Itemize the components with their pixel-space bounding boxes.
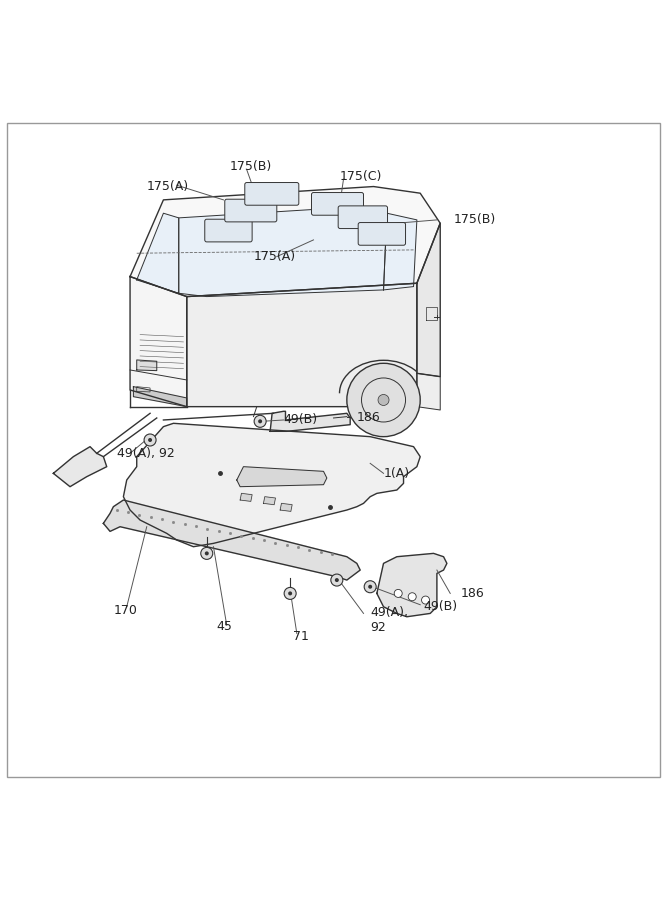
Text: 175(C): 175(C) [340, 170, 383, 183]
Text: 1(A): 1(A) [384, 467, 410, 480]
Text: 170: 170 [113, 604, 137, 617]
FancyBboxPatch shape [225, 199, 277, 222]
Text: 175(B): 175(B) [454, 213, 496, 227]
Circle shape [378, 394, 389, 406]
Circle shape [422, 596, 430, 604]
Circle shape [368, 585, 372, 589]
Polygon shape [263, 497, 275, 505]
FancyBboxPatch shape [205, 220, 252, 242]
Polygon shape [240, 493, 252, 501]
Polygon shape [417, 223, 440, 376]
Text: 49(A), 92: 49(A), 92 [117, 446, 175, 460]
Circle shape [335, 578, 339, 582]
Polygon shape [237, 467, 327, 487]
FancyBboxPatch shape [358, 222, 406, 245]
Polygon shape [280, 503, 292, 511]
Circle shape [201, 547, 213, 560]
Text: 175(B): 175(B) [230, 160, 272, 173]
FancyBboxPatch shape [245, 183, 299, 205]
Text: 186: 186 [357, 411, 381, 425]
Polygon shape [270, 411, 350, 431]
Polygon shape [187, 284, 417, 407]
Circle shape [205, 552, 209, 555]
Polygon shape [123, 423, 420, 546]
Text: 49(B): 49(B) [424, 600, 458, 613]
Text: 49(A),
92: 49(A), 92 [370, 606, 408, 634]
FancyBboxPatch shape [338, 206, 388, 229]
Text: 49(B): 49(B) [283, 413, 317, 427]
Circle shape [364, 580, 376, 593]
Text: 175(A): 175(A) [253, 250, 295, 263]
Polygon shape [133, 387, 187, 407]
Text: 175(A): 175(A) [147, 180, 189, 193]
Polygon shape [179, 206, 387, 297]
Polygon shape [377, 554, 447, 616]
Circle shape [284, 588, 296, 599]
Polygon shape [130, 276, 187, 407]
Circle shape [144, 434, 156, 446]
Text: 186: 186 [460, 587, 484, 600]
Text: 45: 45 [217, 620, 233, 634]
Text: 71: 71 [293, 630, 309, 644]
Polygon shape [103, 500, 360, 580]
Circle shape [347, 364, 420, 436]
FancyBboxPatch shape [311, 193, 364, 215]
Polygon shape [137, 360, 157, 371]
Circle shape [258, 419, 262, 423]
Polygon shape [137, 213, 179, 293]
Circle shape [408, 593, 416, 600]
Polygon shape [130, 186, 440, 297]
Polygon shape [384, 213, 417, 290]
Circle shape [394, 590, 402, 598]
Circle shape [331, 574, 343, 586]
Circle shape [148, 438, 152, 442]
Circle shape [288, 591, 292, 596]
Polygon shape [417, 374, 440, 410]
Polygon shape [53, 446, 107, 487]
Circle shape [254, 415, 266, 428]
